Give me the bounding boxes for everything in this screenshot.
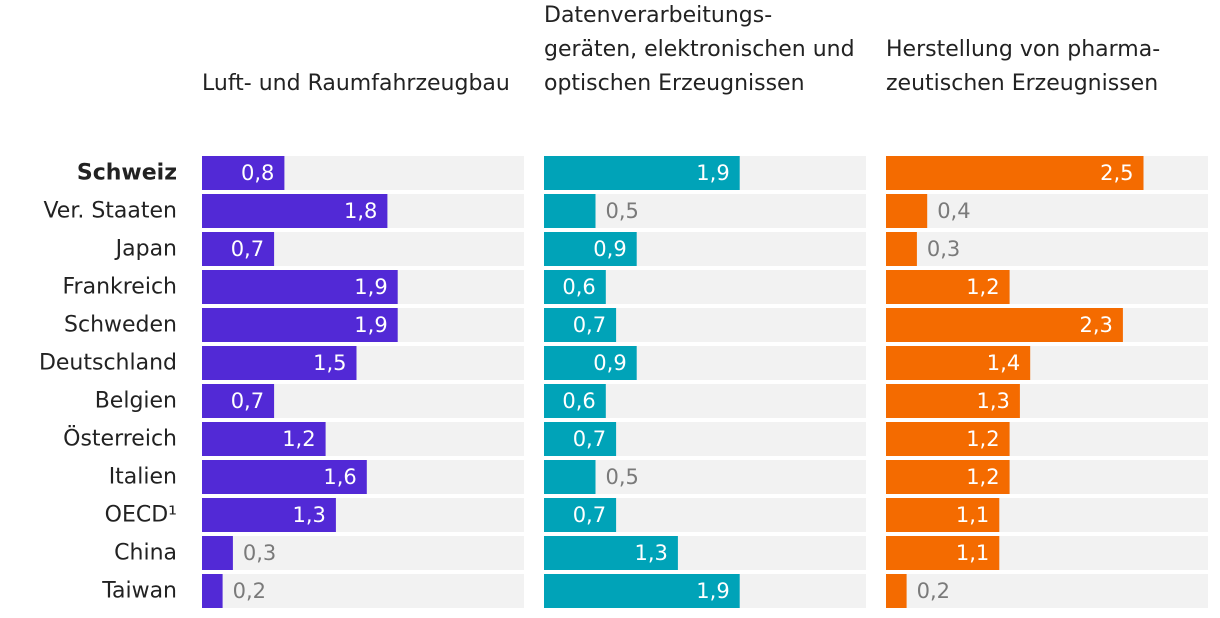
country-label: Belgien	[95, 389, 177, 414]
bar	[202, 308, 398, 342]
bar-track	[544, 194, 866, 228]
country-label: China	[114, 541, 177, 566]
bar	[544, 460, 596, 494]
country-label: Japan	[114, 237, 177, 262]
bar-track	[202, 536, 524, 570]
data-label: 1,2	[966, 427, 999, 451]
bar-track	[886, 232, 1208, 266]
data-label: 0,5	[606, 465, 639, 489]
bar	[202, 422, 326, 456]
bar-track	[886, 574, 1208, 608]
bar	[886, 232, 917, 266]
bar	[544, 384, 606, 418]
country-label: Ver. Staaten	[43, 199, 177, 224]
data-label: 1,2	[966, 465, 999, 489]
data-label: 0,7	[231, 389, 264, 413]
bar	[886, 536, 1000, 570]
bar	[202, 194, 388, 228]
bar	[544, 270, 606, 304]
bar	[544, 536, 678, 570]
bar-track	[544, 460, 866, 494]
data-label: 1,1	[956, 503, 989, 527]
data-label: 1,9	[354, 275, 387, 299]
bar-track	[886, 194, 1208, 228]
bar	[886, 346, 1031, 380]
data-label: 0,2	[233, 579, 266, 603]
country-label: Schweiz	[77, 161, 177, 186]
bar	[886, 498, 1000, 532]
panel-title-line: geräten, elektronischen und	[544, 37, 855, 62]
data-label: 0,7	[231, 237, 264, 261]
bar	[886, 308, 1123, 342]
bar	[202, 460, 367, 494]
panel-title-line: Datenverarbeitungs-	[544, 3, 772, 28]
panel-title-line: Herstellung von pharma-	[886, 37, 1160, 62]
bar	[886, 194, 928, 228]
data-label: 1,8	[344, 199, 377, 223]
country-label: Österreich	[63, 426, 177, 452]
country-label: Deutschland	[39, 351, 177, 376]
bar	[544, 346, 637, 380]
data-label: 1,9	[696, 579, 729, 603]
country-label: Taiwan	[101, 579, 177, 604]
data-label: 0,8	[241, 161, 274, 185]
data-label: 1,5	[313, 351, 346, 375]
data-label: 1,3	[976, 389, 1009, 413]
data-label: 0,7	[573, 503, 606, 527]
data-label: 1,3	[292, 503, 325, 527]
data-label: 0,4	[937, 199, 970, 223]
bar	[544, 498, 617, 532]
data-label: 1,2	[282, 427, 315, 451]
data-label: 0,7	[573, 427, 606, 451]
bar	[886, 574, 907, 608]
bar	[202, 270, 398, 304]
data-label: 2,5	[1100, 161, 1133, 185]
data-label: 0,9	[593, 351, 626, 375]
data-label: 0,7	[573, 313, 606, 337]
bar	[202, 232, 275, 266]
bar	[202, 536, 233, 570]
bar	[544, 308, 617, 342]
country-label: Frankreich	[62, 275, 177, 300]
panel-title-line: Luft- und Raumfahrzeugbau	[202, 71, 510, 96]
data-label: 1,4	[987, 351, 1020, 375]
country-label: Italien	[109, 465, 177, 490]
data-label: 1,9	[696, 161, 729, 185]
country-label: Schweden	[64, 313, 177, 338]
data-label: 0,2	[917, 579, 950, 603]
bar	[544, 194, 596, 228]
data-label: 1,3	[634, 541, 667, 565]
bar	[544, 422, 617, 456]
data-label: 2,3	[1079, 313, 1112, 337]
country-label: OECD¹	[105, 503, 177, 528]
bar	[202, 384, 275, 418]
bar	[886, 156, 1144, 190]
bar	[202, 346, 357, 380]
data-label: 0,6	[562, 389, 595, 413]
bar	[886, 460, 1010, 494]
bar	[544, 232, 637, 266]
bar	[886, 270, 1010, 304]
data-label: 0,6	[562, 275, 595, 299]
data-label: 0,3	[927, 237, 960, 261]
data-label: 1,6	[323, 465, 356, 489]
bar	[544, 156, 740, 190]
data-label: 1,9	[354, 313, 387, 337]
data-label: 1,2	[966, 275, 999, 299]
data-label: 1,1	[956, 541, 989, 565]
panel-title-line: optischen Erzeugnissen	[544, 71, 805, 96]
data-label: 0,9	[593, 237, 626, 261]
bar	[544, 574, 740, 608]
bar	[202, 574, 223, 608]
bar	[886, 422, 1010, 456]
bar-track	[202, 574, 524, 608]
panel-title-line: zeutischen Erzeugnissen	[886, 71, 1158, 96]
bar	[886, 384, 1020, 418]
data-label: 0,3	[243, 541, 276, 565]
bar	[202, 498, 336, 532]
data-label: 0,5	[606, 199, 639, 223]
bar	[202, 156, 285, 190]
